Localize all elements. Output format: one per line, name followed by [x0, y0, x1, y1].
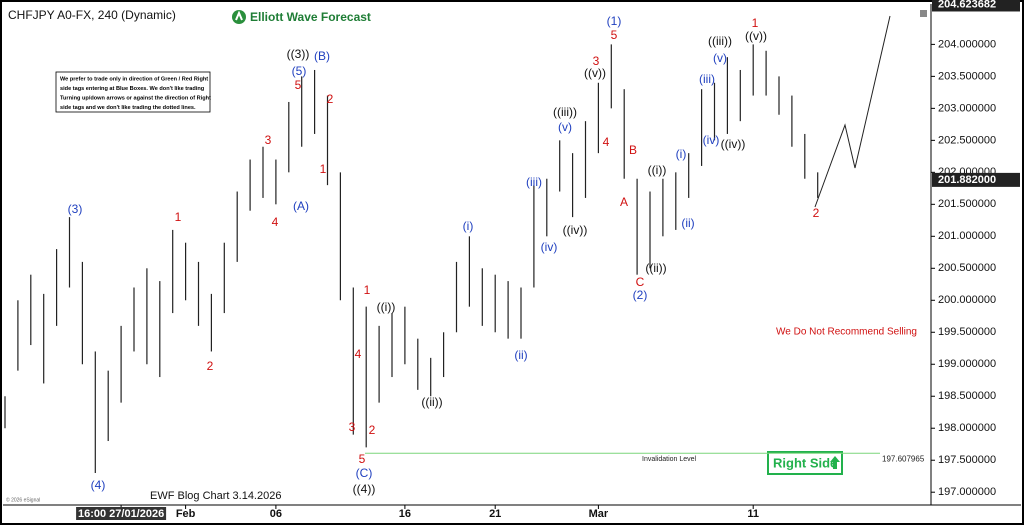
x-tick-label: 21	[489, 508, 501, 520]
wave-label: 4	[272, 215, 279, 229]
wave-label: ((iv))	[721, 137, 746, 151]
wave-label: 2	[369, 423, 376, 437]
wave-label: 2	[327, 92, 334, 106]
y-tick-label: 197.000000	[938, 486, 996, 498]
wave-label: (i)	[676, 147, 687, 161]
y-tick-label: 201.000000	[938, 230, 996, 242]
wave-label: 1	[752, 16, 759, 30]
note-line: We prefer to trade only in direction of …	[60, 76, 208, 82]
wave-label: (2)	[633, 288, 648, 302]
wave-label: (iv)	[541, 240, 558, 254]
x-tick-label: 16:00 27/01/2026	[78, 508, 164, 520]
copyright: © 2026 eSignal	[6, 496, 40, 503]
window-button[interactable]	[920, 10, 927, 17]
logo	[232, 10, 246, 24]
x-label-box	[76, 507, 167, 520]
invalidation-label: Invalidation Level	[642, 456, 697, 463]
y-tick-label: 202.500000	[938, 134, 996, 146]
wave-label: 4	[355, 347, 362, 361]
wave-label: ((ii))	[645, 261, 666, 275]
wave-label: ((v))	[584, 66, 606, 80]
wave-label: (iv)	[703, 133, 720, 147]
wave-label: 1	[175, 210, 182, 224]
wave-label: (4)	[91, 478, 106, 492]
wave-label: C	[636, 275, 645, 289]
note-line: Turning up/down arrows or against the di…	[60, 95, 211, 101]
wave-label: (i)	[463, 219, 474, 233]
wave-label: ((iii))	[553, 105, 577, 119]
wave-label: (ii)	[514, 348, 527, 362]
wave-label: B	[629, 143, 637, 157]
x-tick-label: 11	[747, 508, 759, 520]
wave-label: (C)	[356, 466, 373, 480]
y-tick-label: 203.500000	[938, 70, 996, 82]
y-tick-label: 201.500000	[938, 198, 996, 210]
wave-label: ((iii))	[708, 34, 732, 48]
wave-label: A	[620, 195, 628, 209]
wave-label: 1	[320, 162, 327, 176]
y-tick-label: 200.500000	[938, 262, 996, 274]
y-tick-label: 199.500000	[938, 326, 996, 338]
price-marker	[932, 172, 1020, 187]
wave-label: ((i))	[377, 300, 396, 314]
y-tick-label: 198.000000	[938, 422, 996, 434]
note-box	[55, 71, 211, 113]
price-marker-label: 204.623682	[938, 0, 996, 10]
warning: We Do Not Recommend Selling	[776, 327, 917, 338]
price-marker-label: 201.882000	[938, 174, 996, 186]
wave-label: (v)	[713, 51, 727, 65]
brand: Elliott Wave Forecast	[250, 10, 371, 24]
wave-label: (3)	[68, 202, 83, 216]
wave-label: (B)	[314, 49, 330, 63]
right-side-label: Right Side	[773, 455, 837, 470]
wave-label: ((v))	[745, 29, 767, 43]
y-tick-label: 200.000000	[938, 294, 996, 306]
wave-label: 5	[611, 28, 618, 42]
y-tick-label: 197.500000	[938, 454, 996, 466]
y-tick-label: 204.000000	[938, 38, 996, 50]
wave-label: 3	[593, 54, 600, 68]
wave-label: 4	[603, 135, 610, 149]
wave-label: 3	[349, 420, 356, 434]
wave-label: 3	[265, 133, 272, 147]
x-tick-label: 06	[270, 508, 282, 520]
wave-label: 5	[295, 78, 302, 92]
price-marker	[932, 0, 1020, 12]
x-tick-label: Feb	[176, 508, 196, 520]
wave-label: 1	[364, 283, 371, 297]
wave-label: ((4))	[353, 482, 376, 496]
logo	[235, 10, 243, 21]
wave-label: ((3))	[287, 47, 310, 61]
y-tick-label: 198.500000	[938, 390, 996, 402]
x-tick-label: 16	[399, 508, 411, 520]
wave-label: 2	[813, 206, 820, 220]
wave-label: (ii)	[681, 216, 694, 230]
invalidation-value: 197.607965	[882, 454, 925, 463]
wave-label: (iii)	[699, 72, 715, 86]
wave-label: ((i))	[648, 163, 667, 177]
projection-path	[814, 15, 891, 208]
wave-label: (v)	[558, 120, 572, 134]
wave-label: ((ii))	[421, 395, 442, 409]
note-line: side tags and we don't like trading the …	[60, 105, 196, 111]
wave-label: 5	[359, 452, 366, 466]
x-tick-label: Mar	[589, 508, 609, 520]
wave-label: 2	[207, 359, 214, 373]
footer: EWF Blog Chart 3.14.2026	[150, 490, 281, 502]
y-tick-label: 199.000000	[938, 358, 996, 370]
up-arrow	[830, 456, 840, 469]
wave-label: (5)	[292, 64, 307, 78]
note-line: side tags entering at Blue Boxes. We don…	[60, 86, 205, 92]
wave-label: (A)	[293, 199, 309, 213]
right-side-box	[767, 451, 843, 475]
chart-title: CHFJPY A0-FX, 240 (Dynamic)	[8, 8, 176, 22]
wave-label: ((iv))	[563, 223, 588, 237]
wave-label: (1)	[607, 14, 622, 28]
wave-label: (iii)	[526, 175, 542, 189]
y-tick-label: 203.000000	[938, 102, 996, 114]
